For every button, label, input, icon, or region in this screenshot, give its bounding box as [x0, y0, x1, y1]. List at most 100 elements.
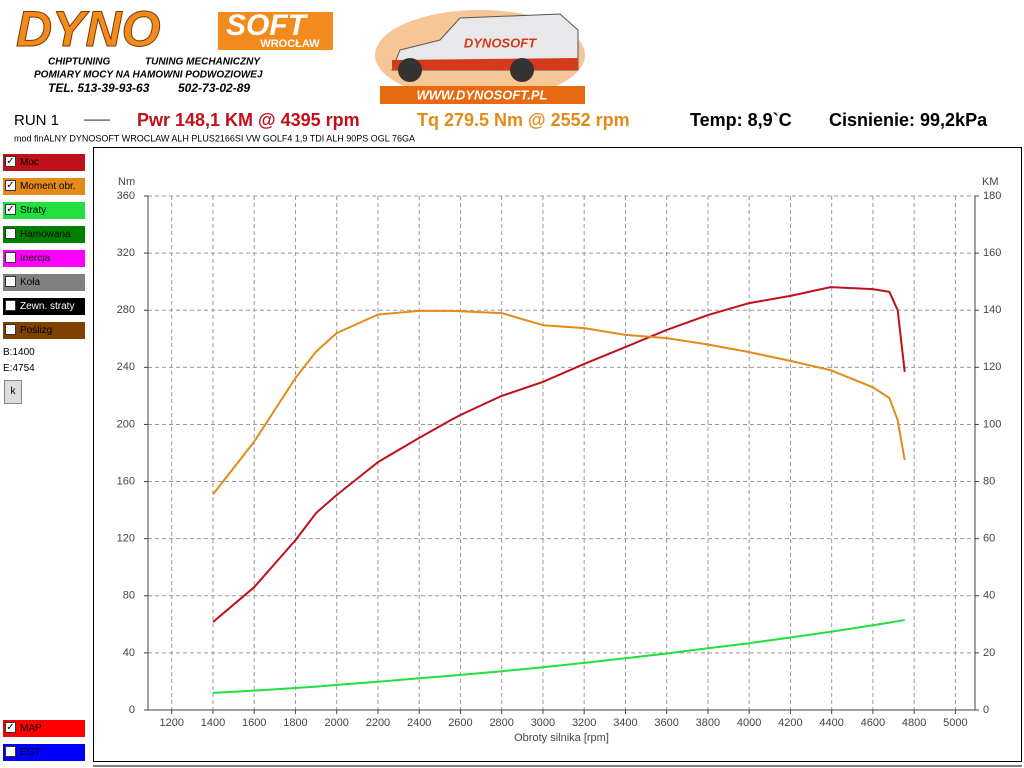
x-tick-label: 1800 — [283, 717, 307, 729]
car-image: DYNOSOFT — [375, 10, 585, 100]
y-tick-label: 80 — [123, 590, 135, 602]
channel-label: EGT — [20, 747, 41, 758]
channel-toggle[interactable]: Koła — [3, 274, 85, 291]
channel-toggle[interactable]: ✓ Straty — [3, 202, 85, 219]
car-logo: DYNOSOFT — [464, 35, 537, 50]
logo-main: DYNO — [16, 1, 161, 57]
y-tick-label: 40 — [123, 647, 135, 659]
x-tick-label: 2200 — [366, 717, 390, 729]
y2-tick-label: 20 — [983, 647, 995, 659]
x-tick-label: 1600 — [242, 717, 266, 729]
y2-tick-label: 160 — [983, 247, 1001, 259]
x-tick-label: 3400 — [613, 717, 637, 729]
y-tick-label: 360 — [117, 190, 135, 202]
channel-toggle[interactable]: ✓ Moment obr. — [3, 178, 85, 195]
channel-toggle[interactable]: Hamowana — [3, 226, 85, 243]
series-line — [212, 309, 906, 496]
channel-label: Koła — [20, 277, 41, 288]
series-line — [212, 286, 906, 623]
checkbox[interactable] — [5, 252, 16, 263]
channel-label: MAP — [20, 723, 42, 734]
logo-box-text: SOFT — [226, 9, 309, 42]
checkbox[interactable]: ✓ — [5, 156, 16, 167]
channel-label: Moment obr. — [20, 181, 76, 192]
x-tick-label: 2800 — [489, 717, 513, 729]
checkbox[interactable] — [5, 324, 16, 335]
checkbox[interactable] — [5, 228, 16, 239]
y-axis-label: Nm — [118, 176, 135, 188]
x-tick-label: 4800 — [902, 717, 926, 729]
x-tick-label: 4200 — [778, 717, 802, 729]
x-tick-label: 4400 — [819, 717, 843, 729]
checkbox[interactable]: ✓ — [5, 180, 16, 191]
y2-tick-label: 140 — [983, 304, 1001, 316]
y-tick-label: 200 — [117, 418, 135, 430]
channel-toggle[interactable]: ✓ MAP — [3, 720, 85, 737]
channel-label: Straty — [20, 205, 47, 216]
checkbox[interactable] — [5, 746, 16, 757]
x-tick-label: 1400 — [201, 717, 225, 729]
x-tick-label: 2400 — [407, 717, 431, 729]
x-tick-label: 4000 — [737, 717, 761, 729]
y2-axis-label: KM — [982, 176, 999, 188]
x-tick-label: 1200 — [159, 717, 183, 729]
channel-label: Poślizg — [20, 325, 53, 336]
pressure: Cisnienie: 99,2kPa — [829, 110, 988, 130]
checkbox[interactable]: ✓ — [5, 300, 16, 311]
channel-toggle[interactable]: ✓ Moc — [3, 154, 85, 171]
y-tick-label: 120 — [117, 533, 135, 545]
x-tick-label: 2600 — [448, 717, 472, 729]
y2-tick-label: 60 — [983, 533, 995, 545]
power-peak: Pwr 148,1 KM @ 4395 rpm — [137, 110, 360, 130]
service: POMIARY MOCY NA HAMOWNI PODWOZIOWEJ — [34, 70, 263, 81]
channel-toggle[interactable]: Poślizg — [3, 322, 85, 339]
checkbox[interactable] — [5, 276, 16, 287]
description: mod finALNY DYNOSOFT WROCLAW ALH PLUS216… — [14, 133, 415, 143]
channel-toggle[interactable]: ✓ Zewn. straty — [3, 298, 85, 315]
website: WWW.DYNOSOFT.PL — [417, 87, 548, 102]
phone: TEL. 513-39-93-63 — [48, 81, 150, 95]
plot-area — [148, 196, 975, 710]
checkbox[interactable]: ✓ — [5, 204, 16, 215]
website-box — [380, 86, 585, 104]
x-tick-label: 5000 — [943, 717, 967, 729]
service: CHIPTUNING — [48, 57, 110, 68]
y2-tick-label: 0 — [983, 704, 989, 716]
channel-label: Zewn. straty — [20, 301, 75, 312]
channel-label: Inercja — [20, 253, 51, 264]
torque-peak: Tq 279.5 Nm @ 2552 rpm — [417, 110, 630, 130]
button[interactable]: k — [4, 380, 22, 404]
y-tick-label: 280 — [117, 304, 135, 316]
channel-toggle[interactable]: EGT — [3, 744, 85, 761]
y-tick-label: 240 — [117, 361, 135, 373]
x-tick-label: 3800 — [696, 717, 720, 729]
run-line: —— — [84, 111, 110, 126]
y2-tick-label: 180 — [983, 190, 1001, 202]
y2-tick-label: 40 — [983, 590, 995, 602]
checkbox[interactable]: ✓ — [5, 722, 16, 733]
service: TUNING MECHANICZNY — [145, 57, 261, 68]
series-line — [212, 619, 905, 694]
logo-box — [218, 12, 333, 50]
channel-label: Moc — [20, 157, 39, 168]
end-rpm: E:4754 — [3, 363, 35, 374]
begin-rpm: B:1400 — [3, 347, 35, 358]
channel-toggle[interactable]: Inercja — [3, 250, 85, 267]
y-tick-label: 0 — [129, 704, 135, 716]
y2-tick-label: 120 — [983, 361, 1001, 373]
x-tick-label: 3200 — [572, 717, 596, 729]
chart: 1200 1400 1600 1800 2000 2200 2400 2600 2800 3000… — [117, 176, 1002, 744]
x-tick-label: 3000 — [531, 717, 555, 729]
y-tick-label: 160 — [117, 475, 135, 487]
y-tick-label: 320 — [117, 247, 135, 259]
x-tick-label: 3600 — [654, 717, 678, 729]
y2-tick-label: 80 — [983, 475, 995, 487]
x-tick-label: 2000 — [324, 717, 348, 729]
run: RUN 1 — [14, 112, 59, 129]
logo-city: WROCŁAW — [260, 38, 320, 50]
x-tick-label: 4600 — [861, 717, 885, 729]
y2-tick-label: 100 — [983, 418, 1001, 430]
temperature: Temp: 8,9`C — [690, 110, 792, 130]
x-axis-label: Obroty silnika [rpm] — [514, 732, 609, 744]
